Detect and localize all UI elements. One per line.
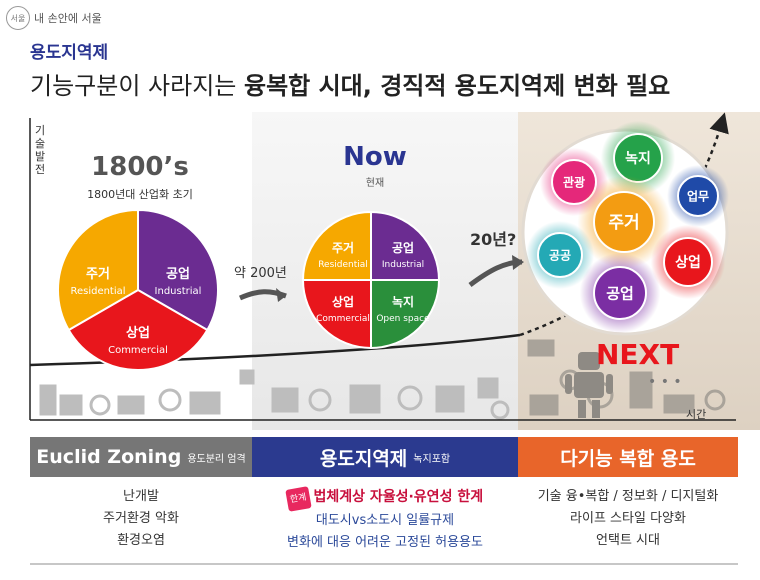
bubble-label: 관광	[563, 174, 585, 189]
brand-logo: 서울 내 손안에 서울	[6, 6, 102, 30]
header-euclid-subtitle: 용도분리 엄격	[187, 453, 246, 465]
label-ko-ind-1800s: 공업	[166, 267, 190, 282]
y-axis-label: 기술발전	[34, 124, 46, 176]
headline: 기능구분이 사라지는 융복합 시대, 경직적 용도지역제 변화 필요	[30, 66, 670, 101]
segment-residential-1800s	[57, 208, 139, 332]
label-en-res-1800s: Residential	[70, 286, 125, 297]
transition-label-200y: 약 200년	[234, 266, 287, 281]
label-en-com-1800s: Commercial	[108, 345, 168, 356]
era-title-now: Now	[343, 142, 407, 172]
pie-now: 주거 Residential 공업 Industrial 상업 Commerci…	[301, 210, 441, 350]
label-ko-com-1800s: 상업	[126, 326, 150, 341]
growth-curve	[29, 333, 521, 367]
list-item: 기술 융•복합 / 정보화 / 디지털화	[537, 489, 719, 504]
highlight-text: 법체계상 자율성·유연성 한계	[313, 489, 484, 505]
limit-badge: 한계	[285, 486, 312, 512]
bubble-label: 공공	[549, 248, 571, 262]
list-item: 대도시vs소도시 일률규제	[315, 513, 455, 528]
bubble-label: 공업	[606, 284, 634, 302]
era-title-1800s: 1800’s	[91, 152, 189, 182]
label-ko-res-now: 주거	[332, 240, 354, 255]
industry-icons	[39, 369, 510, 420]
section-tag: 용도지역제	[30, 43, 109, 63]
list-item: 주거환경 악화	[103, 511, 179, 526]
bubble-7	[593, 266, 647, 320]
header-mixed-title: 다기능 복합 용도	[560, 447, 696, 470]
label-en-ind-1800s: Industrial	[155, 286, 202, 297]
transition-label-20y: 20년?	[470, 230, 517, 249]
next-dots: • • •	[648, 374, 682, 390]
header-mixed-use: 다기능 복합 용도	[518, 437, 738, 477]
segment-commercial-now	[301, 279, 372, 350]
headline-bold: 융복합 시대, 경직적 용도지역제 변화 필요	[243, 72, 671, 100]
header-zoning-title: 용도지역제	[319, 447, 408, 470]
highlight-row: 한계 법체계상 자율성·유연성 한계	[252, 486, 518, 512]
era-title-next: NEXT	[596, 338, 680, 371]
brand-text: 내 손안에 서울	[34, 12, 102, 25]
bubble-label: 업무	[687, 189, 709, 203]
growth-curve-future	[519, 112, 729, 337]
list-item: 언택트 시대	[596, 533, 660, 548]
header-euclid-zoning: Euclid Zoning 용도분리 엄격	[30, 437, 252, 477]
label-ko-ind-now: 공업	[392, 241, 414, 255]
headline-normal: 기능구분이 사라지는	[30, 72, 244, 100]
segment-residential-now	[301, 210, 372, 281]
segment-industrial-1800s	[137, 208, 219, 332]
robot-icon	[565, 352, 613, 418]
bubble-4	[593, 191, 655, 253]
list-item: 환경오염	[117, 533, 165, 548]
label-en-res-now: Residential	[318, 260, 368, 270]
column-euclid: 난개발 주거환경 악화 환경오염	[30, 486, 252, 552]
header-euclid-title: Euclid Zoning	[36, 446, 182, 468]
era-subtitle-1800s: 1800년대 산업화 초기	[87, 188, 193, 201]
seoul-logo-icon: 서울	[6, 6, 30, 30]
bubble-6	[663, 237, 713, 287]
bubble-2	[551, 159, 597, 205]
column-zoning: 한계 법체계상 자율성·유연성 한계 대도시vs소도시 일률규제 변화에 대응 어…	[252, 486, 518, 554]
era-subtitle-now: 현재	[365, 178, 385, 189]
list-item: 라이프 스타일 다양화	[570, 511, 686, 526]
list-item: 난개발	[123, 489, 159, 504]
header-zoning: 용도지역제 녹지포함	[252, 437, 518, 477]
label-en-open-now: Open space	[376, 314, 430, 324]
bottom-divider	[30, 563, 738, 565]
list-item: 변화에 대응 어려운 고정된 허용용도	[287, 535, 483, 550]
bubble-label: 녹지	[625, 151, 651, 167]
bubble-3	[677, 175, 719, 217]
pie-1800s: 주거 Residential 공업 Industrial 상업 Commerci…	[57, 208, 219, 371]
bubble-label: 주거	[608, 213, 639, 233]
header-zoning-subtitle: 녹지포함	[413, 453, 451, 465]
label-ko-com-now: 상업	[332, 294, 354, 309]
label-en-com-now: Commercial	[316, 314, 370, 324]
bubble-5	[537, 232, 583, 278]
x-axis-label: 시간	[686, 408, 707, 421]
column-mixed: 기술 융•복합 / 정보화 / 디지털화 라이프 스타일 다양화 언택트 시대	[518, 486, 738, 552]
bubble-label: 상업	[675, 255, 701, 271]
segment-industrial-now	[370, 210, 441, 281]
segment-commercial-1800s	[67, 288, 209, 371]
label-en-ind-now: Industrial	[382, 260, 424, 270]
timeline-diagram: 주거 Residential 공업 Industrial 상업 Commerci…	[29, 112, 736, 421]
label-ko-res-1800s: 주거	[86, 267, 110, 282]
segment-openspace-now	[370, 279, 441, 350]
label-ko-open-now: 녹지	[392, 294, 414, 309]
